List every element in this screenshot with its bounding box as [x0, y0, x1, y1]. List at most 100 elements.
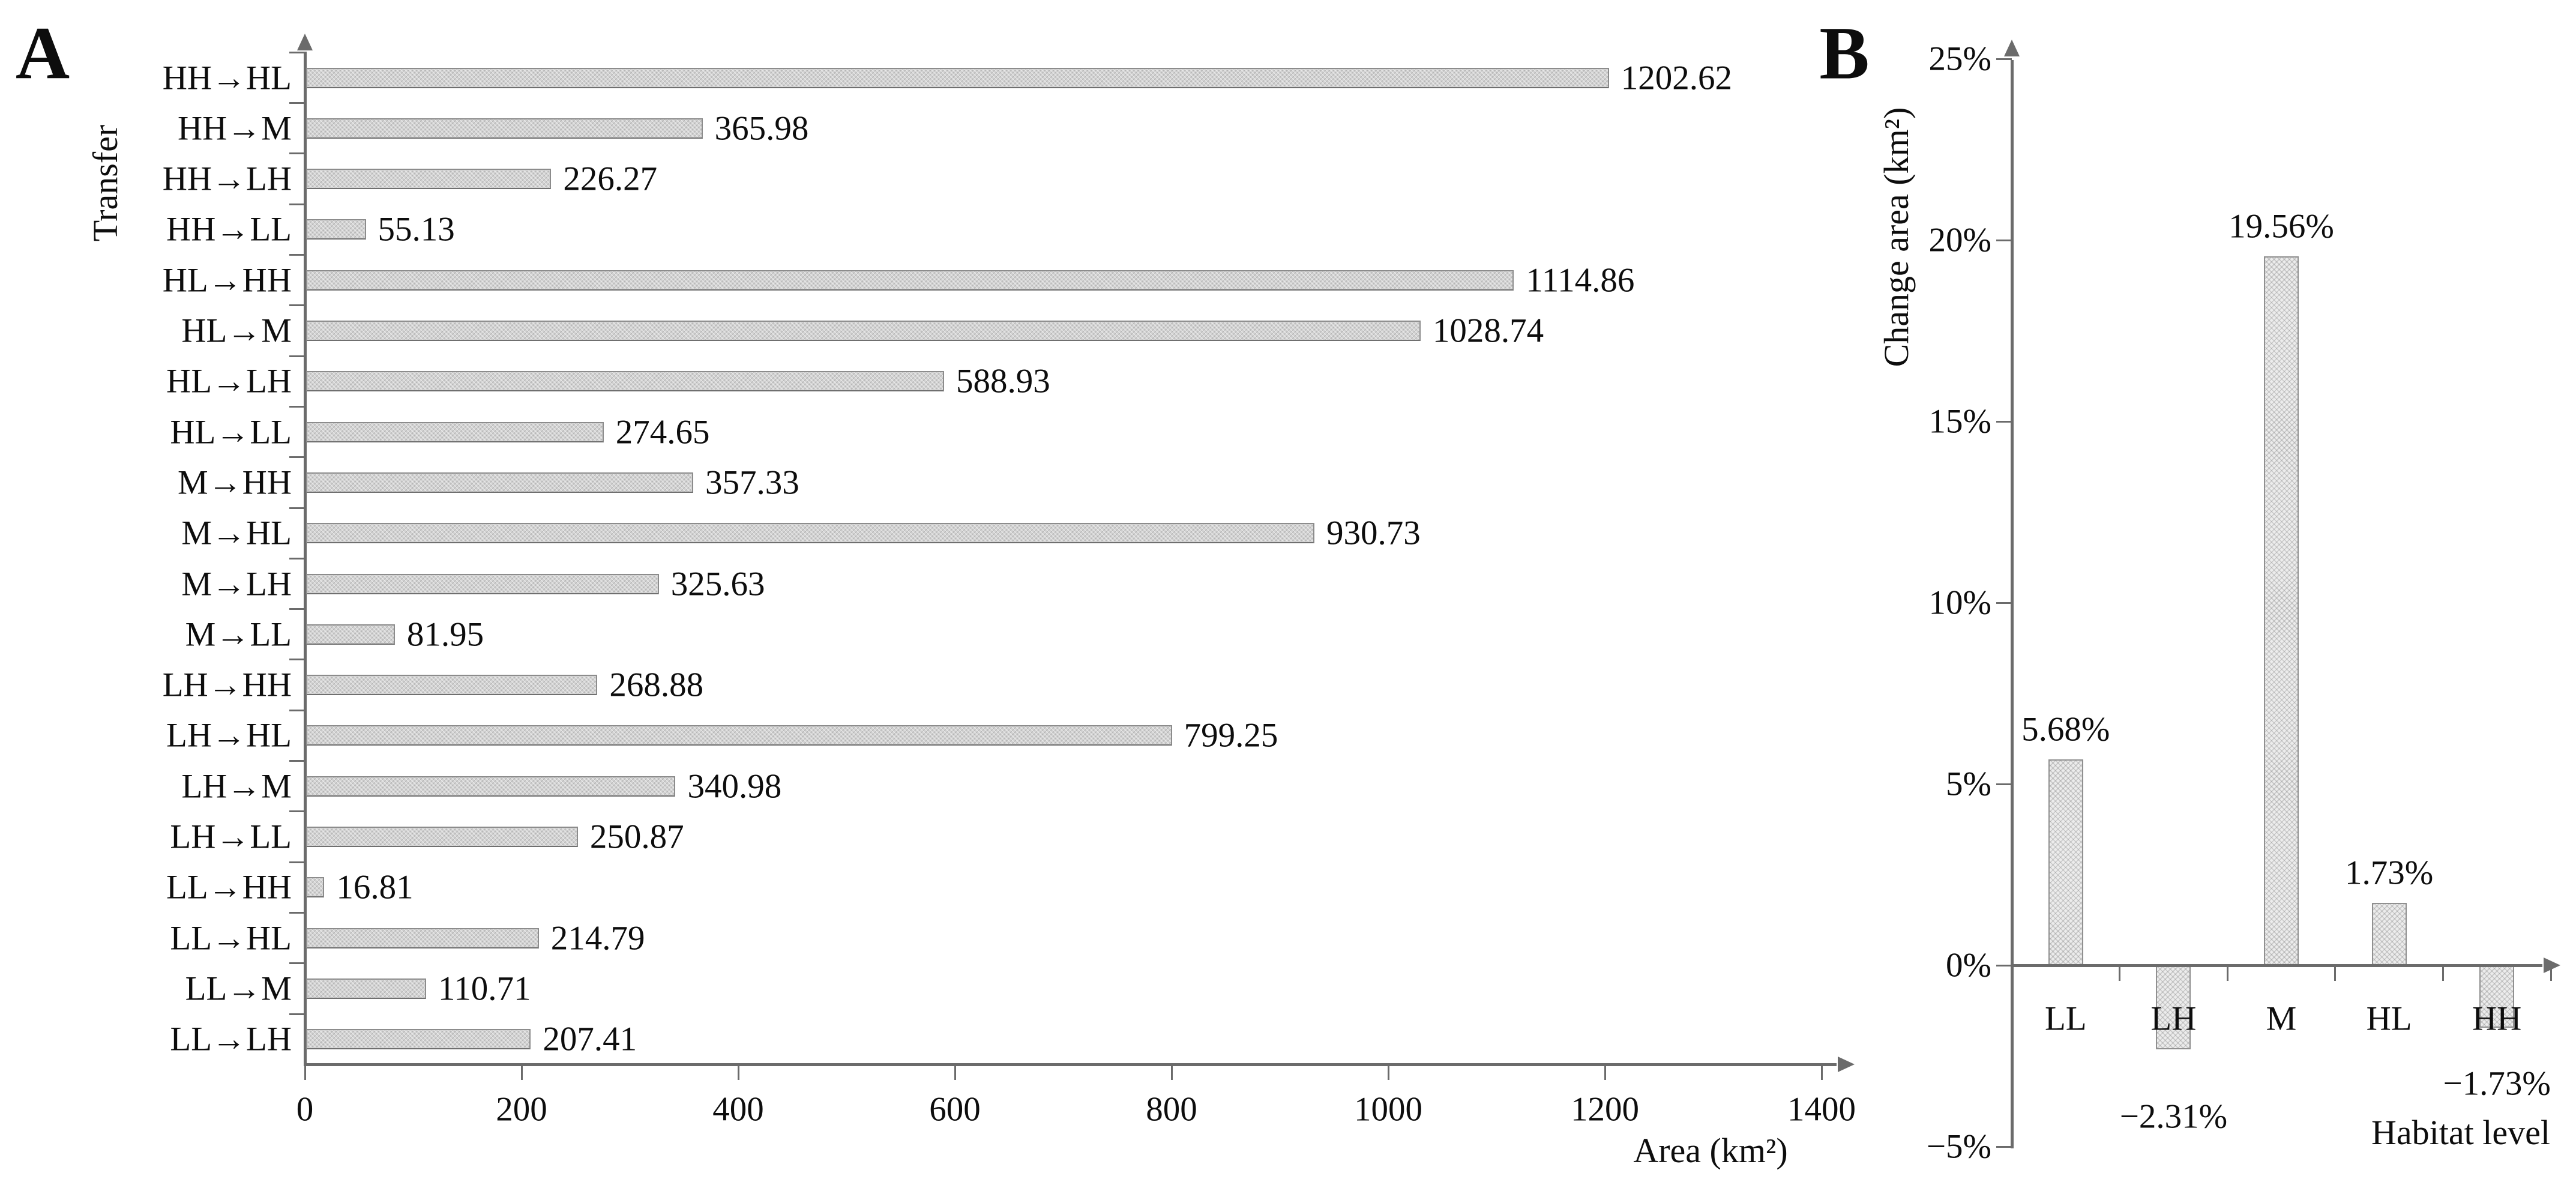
panel-a-x-tick [1604, 1064, 1606, 1080]
category-label: LH→M [181, 767, 292, 806]
panel-a-x-tick [304, 1064, 306, 1080]
category-label: HH→LH [162, 160, 292, 198]
bar-value-label: 1.73% [2344, 854, 2434, 891]
panel-b-x-tick [2119, 965, 2121, 981]
panel-a-y-tick [289, 152, 305, 155]
category-label: LH→HH [162, 666, 292, 704]
category-label: HL→LL [170, 413, 292, 451]
bar [306, 270, 1514, 291]
panel-a-y-tick [289, 405, 305, 408]
panel-a-x-tick-label: 0 [296, 1090, 314, 1129]
bar [2479, 965, 2515, 1028]
panel-a-y-tick [289, 810, 305, 813]
panel-a-y-tick [289, 1013, 305, 1015]
panel-a-y-tick [289, 355, 305, 357]
panel-a-x-tick-label: 600 [929, 1090, 981, 1129]
category-label: M→LH [181, 565, 292, 603]
category-label: HH [2472, 1000, 2522, 1038]
bar-value-label: 207.41 [543, 1020, 637, 1058]
panel-a-x-tick-label: 1000 [1354, 1090, 1422, 1129]
category-label: HH→LL [166, 210, 292, 249]
panel-a-y-tick [289, 254, 305, 256]
panel-b-y-tick-label: −5% [1926, 1127, 1991, 1166]
category-label: M→HH [177, 463, 292, 502]
bar [306, 624, 395, 645]
bar-value-label: 81.95 [406, 615, 484, 654]
panel-a-x-tick [1387, 1064, 1389, 1080]
category-label: LL→M [185, 969, 292, 1008]
panel-b-x-tick [2226, 965, 2228, 981]
bar-value-label: −2.31% [2119, 1097, 2228, 1136]
panel-b-y-tick [1996, 239, 2012, 241]
bar-value-label: −1.73% [2443, 1064, 2551, 1103]
panel-b-y-tick [1996, 602, 2012, 604]
panel-b-y-axis-arrow [2004, 40, 2020, 56]
panel-b-x-tick [2442, 965, 2444, 981]
bar [306, 927, 539, 948]
panel-a-y-axis [303, 52, 307, 1064]
category-label: LL→HH [166, 868, 292, 906]
bar [306, 321, 1421, 341]
panel-b-y-axis-title: Change area (km²) [1877, 107, 1916, 367]
bar-value-label: 588.93 [956, 362, 1050, 400]
bar-value-label: 1114.86 [1526, 261, 1635, 300]
panel-b-x-axis [2010, 963, 2542, 967]
panel-a-y-axis-arrow [297, 34, 313, 50]
category-label: LL→HL [170, 919, 292, 957]
panel-b-x-axis-title: Habitat level [2371, 1113, 2550, 1152]
panel-a-x-axis-arrow [1838, 1057, 1855, 1072]
bar-value-label: 365.98 [714, 109, 809, 148]
panel-b-y-tick [1996, 420, 2012, 423]
panel-b-y-tick-label: 25% [1928, 40, 1991, 78]
bar-value-label: 214.79 [550, 919, 645, 957]
panel-a-y-tick [289, 557, 305, 559]
bar-value-label: 340.98 [687, 767, 782, 806]
bar [306, 472, 693, 493]
panel-b-y-tick-label: 10% [1928, 583, 1991, 622]
bar-value-label: 16.81 [336, 868, 414, 906]
bar [306, 118, 703, 139]
bar [306, 877, 325, 898]
category-label: HL [2366, 1000, 2412, 1038]
bar-value-label: 250.87 [589, 818, 684, 856]
category-label: HL→HH [162, 261, 292, 300]
bar-value-label: 1028.74 [1432, 312, 1544, 350]
bar [2048, 759, 2083, 965]
panel-b-y-tick-label: 20% [1928, 221, 1991, 259]
bar [306, 675, 598, 696]
category-label: LL [2044, 1000, 2087, 1038]
category-label: M [2266, 1000, 2297, 1038]
panel-b-y-tick-label: 0% [1946, 946, 1991, 984]
category-label: HL→M [181, 312, 292, 350]
bar [306, 1029, 531, 1050]
category-label: M→HL [181, 514, 292, 552]
category-label: LH→LL [170, 818, 292, 856]
panel-a-y-tick [289, 507, 305, 509]
bar [306, 371, 945, 392]
bar-value-label: 799.25 [1184, 716, 1278, 755]
panel-b-y-tick [1996, 1145, 2012, 1148]
panel-b-x-tick [2334, 965, 2337, 981]
panel-a-y-tick [289, 709, 305, 711]
panel-a-x-tick [520, 1064, 523, 1080]
panel-b-letter: B [1819, 12, 1870, 95]
panel-b-y-tick-label: 15% [1928, 402, 1991, 441]
panel-a-y-tick [289, 760, 305, 762]
panel-b-x-axis-arrow [2544, 957, 2560, 973]
bar-value-label: 19.56% [2228, 207, 2334, 246]
panel-a-x-tick-label: 1400 [1787, 1090, 1856, 1129]
panel-a-x-tick-label: 1200 [1571, 1090, 1639, 1129]
panel-a-y-tick [289, 102, 305, 104]
category-label: HH→HL [162, 59, 292, 97]
panel-b-y-tick [1996, 58, 2012, 60]
panel-a-x-tick-label: 800 [1146, 1090, 1197, 1129]
panel-a-y-tick [289, 659, 305, 661]
bar-value-label: 110.71 [438, 969, 531, 1008]
bar [306, 776, 676, 797]
panel-a-x-tick-label: 400 [712, 1090, 764, 1129]
bar [306, 573, 659, 594]
panel-a-x-tick [1820, 1064, 1823, 1080]
panel-b-y-tick [1996, 964, 2012, 966]
bar [2156, 965, 2191, 1049]
